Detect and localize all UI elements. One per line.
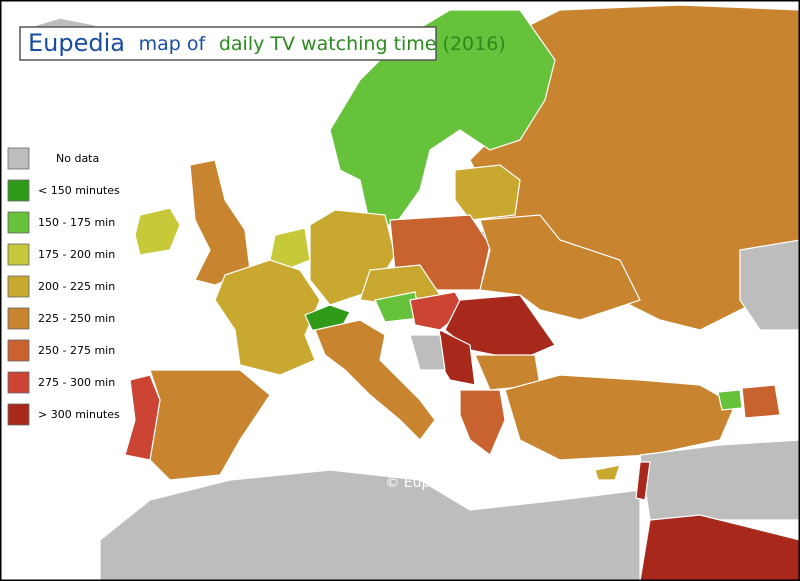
region — [594, 464, 621, 481]
legend-swatch — [7, 339, 30, 362]
region — [329, 9, 556, 226]
region — [99, 469, 641, 581]
region — [504, 374, 736, 461]
region — [739, 239, 800, 331]
region — [124, 374, 161, 461]
region — [741, 384, 781, 419]
region — [134, 207, 181, 256]
legend-label: 175 - 200 min — [38, 248, 115, 261]
legend-swatch — [7, 179, 30, 202]
region — [304, 304, 351, 331]
region — [479, 214, 641, 321]
region — [314, 319, 436, 441]
legend-swatch — [7, 275, 30, 298]
title-box — [19, 26, 437, 61]
brand: Eupedia map of daily TV watching time (2… — [28, 29, 506, 57]
legend-swatch — [7, 211, 30, 234]
legend-label: > 300 minutes — [38, 408, 120, 421]
regions — [19, 4, 800, 581]
region — [409, 334, 446, 371]
legend-label: 150 - 175 min — [38, 216, 115, 229]
legend-label: No data — [56, 152, 99, 165]
region — [454, 164, 521, 221]
legend-label: < 150 minutes — [38, 184, 120, 197]
legend-swatch — [7, 243, 30, 266]
region — [639, 439, 800, 521]
legend-label: 250 - 275 min — [38, 344, 115, 357]
region — [269, 227, 311, 271]
region — [459, 389, 506, 456]
region — [717, 389, 743, 411]
legend-swatch — [7, 371, 30, 394]
brand-text: Eupedia — [28, 29, 125, 57]
title-part: daily TV watching time (2016) — [219, 33, 506, 55]
legend-swatch — [7, 147, 30, 170]
title-part: map of — [139, 33, 207, 55]
legend: No data < 150 minutes 150 - 175 min 175 - 2… — [7, 147, 120, 426]
legend-swatch — [7, 307, 30, 330]
legend-label: 225 - 250 min — [38, 312, 115, 325]
region — [639, 514, 800, 581]
legend-label: 200 - 225 min — [38, 280, 115, 293]
legend-swatch — [7, 403, 30, 426]
legend-label: 275 - 300 min — [38, 376, 115, 389]
credit: © Eupedia.com — [385, 475, 494, 491]
region — [214, 259, 321, 376]
region — [635, 461, 651, 501]
